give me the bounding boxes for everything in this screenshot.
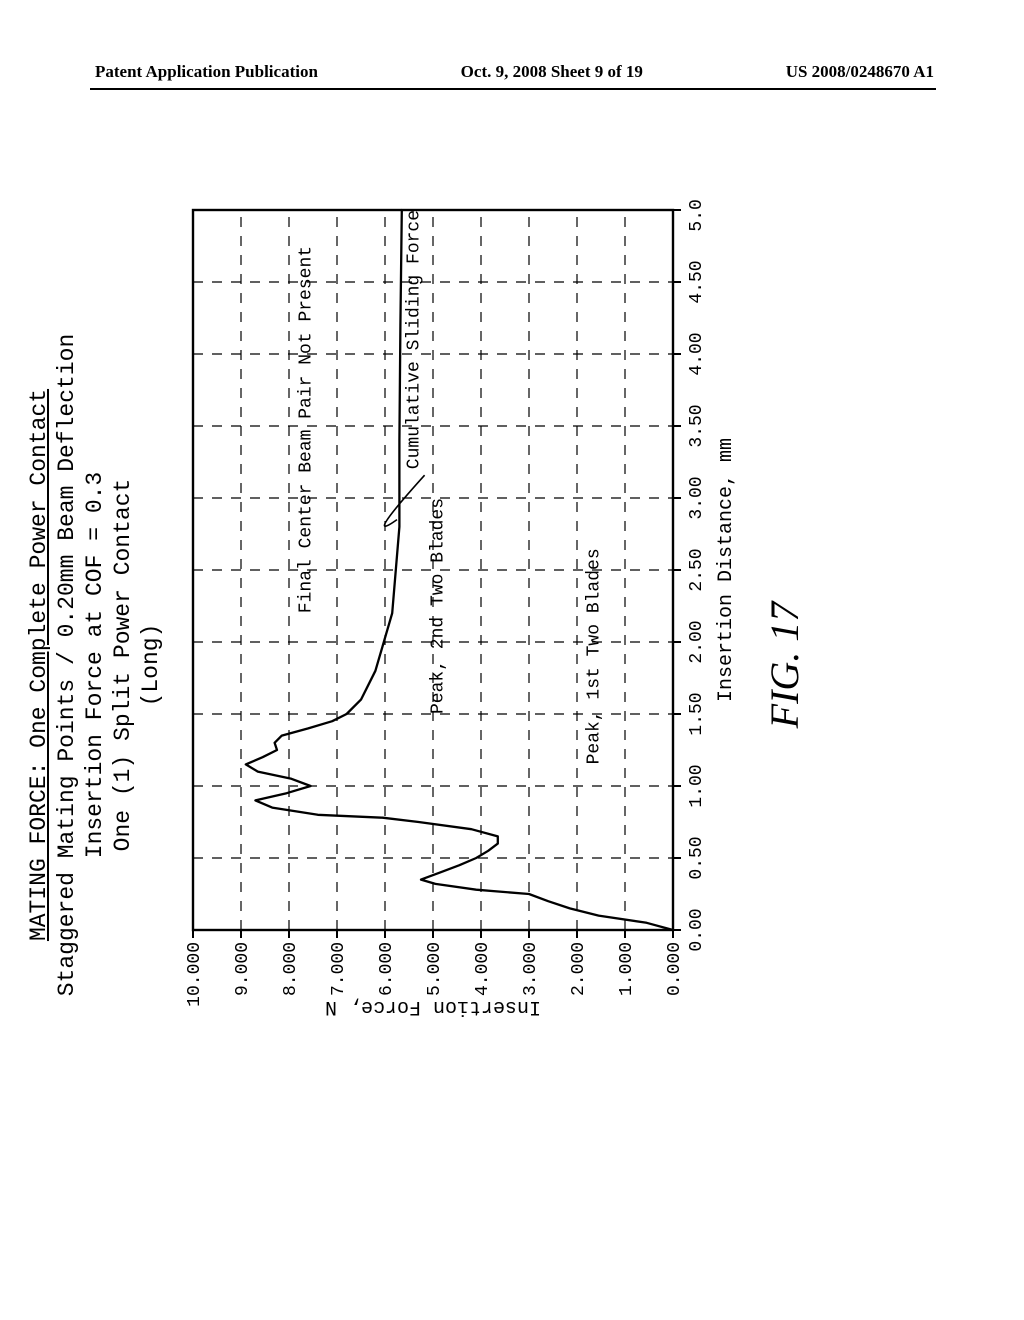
svg-text:Cumulative Sliding Force: Cumulative Sliding Force: [405, 210, 425, 469]
svg-text:10.000: 10.000: [185, 942, 205, 1007]
svg-text:Final Center Beam Pair Not Pre: Final Center Beam Pair Not Present: [297, 246, 317, 613]
svg-text:1.00: 1.00: [687, 764, 707, 807]
chart-title-line-1: MATING FORCE: One Complete Power Contact: [25, 305, 53, 1025]
figure-wrapper: MATING FORCE: One Complete Power Contact…: [25, 305, 1005, 1025]
figure-caption: FIG. 17: [761, 305, 808, 1025]
svg-text:0.50: 0.50: [687, 836, 707, 879]
svg-text:Insertion Force, N: Insertion Force, N: [325, 995, 541, 1018]
svg-text:Peak, 1st Two Blades: Peak, 1st Two Blades: [585, 548, 605, 764]
chart-title-block: MATING FORCE: One Complete Power Contact…: [25, 305, 165, 1025]
svg-text:Peak, 2nd Two Blades: Peak, 2nd Two Blades: [429, 498, 449, 714]
chart-title-line-5: (Long): [137, 305, 165, 1025]
svg-text:3.00: 3.00: [687, 476, 707, 519]
svg-text:7.000: 7.000: [329, 942, 349, 996]
svg-text:3.50: 3.50: [687, 404, 707, 447]
svg-text:2.00: 2.00: [687, 620, 707, 663]
svg-text:5.000: 5.000: [425, 942, 445, 996]
svg-text:0.00: 0.00: [687, 908, 707, 951]
svg-text:8.000: 8.000: [281, 942, 301, 996]
chart-title-line-4: One (1) Split Power Contact: [109, 305, 137, 1025]
page-header: Patent Application Publication Oct. 9, 2…: [0, 62, 1024, 82]
svg-text:1.000: 1.000: [617, 942, 637, 996]
svg-text:0.000: 0.000: [665, 942, 685, 996]
svg-text:4.50: 4.50: [687, 260, 707, 303]
header-left: Patent Application Publication: [95, 62, 318, 82]
header-center: Oct. 9, 2008 Sheet 9 of 19: [318, 62, 786, 82]
svg-text:4.00: 4.00: [687, 332, 707, 375]
svg-text:1.50: 1.50: [687, 692, 707, 735]
svg-text:2.000: 2.000: [569, 942, 589, 996]
svg-text:Insertion Distance, mm: Insertion Distance, mm: [715, 438, 738, 702]
svg-text:2.50: 2.50: [687, 548, 707, 591]
header-rule: [90, 88, 936, 90]
chart-title-line-2: Staggered Mating Points / 0.20mm Beam De…: [53, 305, 81, 1025]
header-right: US 2008/0248670 A1: [786, 62, 934, 82]
insertion-force-chart: 0.00 0.50 1.00 1.50 2.00 2.50 3.00 3.50 4.00 4.50…: [183, 200, 753, 1025]
chart-title-line-3: Insertion Force at COF = 0.3: [81, 305, 109, 1025]
svg-text:6.000: 6.000: [377, 942, 397, 996]
svg-text:9.000: 9.000: [233, 942, 253, 996]
svg-text:5.00: 5.00: [687, 200, 707, 232]
svg-text:3.000: 3.000: [521, 942, 541, 996]
svg-text:4.000: 4.000: [473, 942, 493, 996]
